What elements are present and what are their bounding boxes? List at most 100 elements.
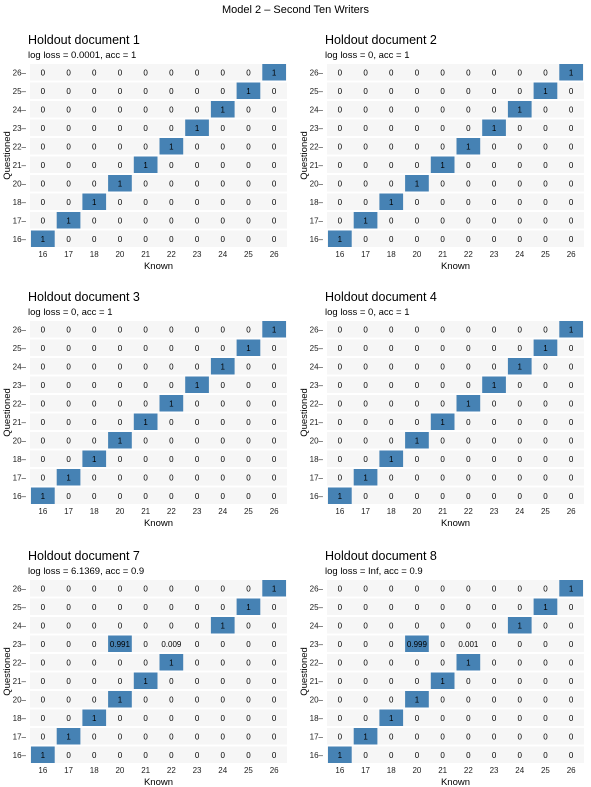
row-band — [30, 175, 287, 192]
heatmap-cell-value: 0 — [221, 584, 226, 593]
heatmap-cell-value: 0 — [272, 640, 277, 649]
heatmap-cell-value: 0 — [41, 399, 46, 408]
x-tick-label: 21 — [141, 507, 150, 516]
heatmap-cell-value: 0 — [169, 124, 174, 133]
heatmap-cell-value: 0 — [389, 399, 394, 408]
y-tick-label: 25– — [13, 603, 27, 612]
heatmap-cell-value: 0 — [440, 87, 445, 96]
x-tick-label: 23 — [193, 250, 202, 259]
heatmap-cell-fill — [533, 82, 558, 99]
heatmap-cell-value: 0 — [92, 105, 97, 114]
heatmap-cell-value: 0 — [440, 640, 445, 649]
heatmap-cell-value: 0 — [569, 198, 574, 207]
heatmap-cell-value: 0 — [195, 179, 200, 188]
heatmap-cell-value: 0 — [440, 473, 445, 482]
heatmap-cell-value: 0 — [195, 198, 200, 207]
heatmap-cell-value: 0 — [569, 399, 574, 408]
heatmap-cell-value: 1 — [543, 87, 548, 96]
heatmap-cell-fill — [31, 230, 55, 247]
y-tick-label: 20– — [310, 436, 324, 445]
heatmap-cell-value: 0 — [415, 492, 420, 501]
y-tick-label: 21– — [13, 418, 27, 427]
heatmap-cell-value: 0 — [440, 381, 445, 390]
heatmap-cell-value: 0 — [221, 436, 226, 445]
x-tick-label: 16 — [38, 766, 47, 775]
heatmap-cell-value: 0 — [195, 68, 200, 77]
heatmap-cell-fill — [108, 175, 132, 192]
heatmap-cell-value: 1 — [92, 714, 97, 723]
row-band — [327, 432, 584, 449]
heatmap-cell-value: 0 — [363, 640, 368, 649]
heatmap-cell-fill — [405, 691, 429, 708]
heatmap-cell-fill — [82, 709, 107, 726]
y-tick-label: 17– — [13, 473, 27, 482]
heatmap-cell-value: 0 — [118, 603, 123, 612]
y-tick-label: 17– — [310, 732, 324, 741]
heatmap-cell-fill — [559, 580, 583, 597]
heatmap-cell-value: 0 — [492, 640, 497, 649]
heatmap-cell-value: 0 — [363, 124, 368, 133]
heatmap-cell-value: 0 — [41, 216, 46, 225]
heatmap-cell-value: 0 — [543, 198, 548, 207]
heatmap-cell-value: 0 — [466, 677, 471, 686]
heatmap-cell-value: 0 — [272, 399, 277, 408]
heatmap-cell-value: 0 — [466, 418, 471, 427]
y-tick-label: 23– — [310, 124, 324, 133]
heatmap-cell-value: 0 — [169, 677, 174, 686]
heatmap-cell-value: 0 — [143, 436, 148, 445]
heatmap-cell-fill — [210, 358, 235, 375]
heatmap-cell-value: 0 — [118, 362, 123, 371]
y-tick-label: 23– — [13, 640, 27, 649]
heatmap-cell-fill — [210, 617, 235, 634]
heatmap-cell-value: 0 — [363, 198, 368, 207]
heatmap-cell-value: 1 — [246, 603, 251, 612]
heatmap-cell-value: 0 — [415, 621, 420, 630]
x-tick-label: 18 — [90, 250, 99, 259]
heatmap-cell-value: 0 — [221, 325, 226, 334]
heatmap-cell-value: 0 — [195, 105, 200, 114]
heatmap-cell-value: 0 — [272, 473, 277, 482]
heatmap-cell-value: 0 — [118, 87, 123, 96]
heatmap-cell-value: 0 — [92, 179, 97, 188]
heatmap-cell-value: 1 — [389, 714, 394, 723]
heatmap-cell-value: 0 — [492, 198, 497, 207]
heatmap-cell-value: 0 — [118, 732, 123, 741]
heatmap-cell-value: 0 — [143, 325, 148, 334]
heatmap-cell-value: 0 — [41, 325, 46, 334]
heatmap-cell-value: 1 — [363, 732, 368, 741]
heatmap-cell-value: 0 — [363, 325, 368, 334]
x-tick-label: 20 — [412, 250, 421, 259]
heatmap-cell-fill — [379, 709, 404, 726]
heatmap-cell-value: 0 — [492, 399, 497, 408]
heatmap-cell-value: 0 — [221, 455, 226, 464]
heatmap-cell-value: 0 — [543, 658, 548, 667]
heatmap-cell-value: 0 — [569, 87, 574, 96]
x-tick-label: 24 — [218, 766, 227, 775]
heatmap-cell-fill — [108, 635, 132, 652]
panel-title: Holdout document 4 — [325, 290, 437, 304]
heatmap-cell-value: 1 — [492, 124, 497, 133]
heatmap-cell-value: 0 — [440, 105, 445, 114]
heatmap-cell-value: 0 — [543, 179, 548, 188]
heatmap-cell-value: 0 — [41, 142, 46, 151]
heatmap-cell-value: 0 — [492, 418, 497, 427]
heatmap-cell-value: 0 — [169, 584, 174, 593]
heatmap-cell-value: 0 — [118, 455, 123, 464]
x-tick-label: 20 — [115, 507, 124, 516]
heatmap-cell-value: 0 — [195, 695, 200, 704]
x-tick-label: 21 — [438, 507, 447, 516]
heatmap-cell-value: 0 — [415, 677, 420, 686]
heatmap-cell-value: 0 — [92, 473, 97, 482]
heatmap-cell-value: 0 — [338, 68, 343, 77]
heatmap-cell-value: 0 — [518, 695, 523, 704]
heatmap-cell-value: 0 — [363, 492, 368, 501]
x-tick-label: 16 — [335, 250, 344, 259]
heatmap-cell-value: 0 — [543, 216, 548, 225]
heatmap-cell-value: 0 — [389, 621, 394, 630]
heatmap-cell-value: 0 — [569, 344, 574, 353]
heatmap-cell-value: 0 — [66, 142, 71, 151]
y-tick-label: 23– — [13, 381, 27, 390]
x-tick-label: 22 — [464, 766, 473, 775]
heatmap-cell-value: 0 — [543, 714, 548, 723]
heatmap-cell-value: 0 — [543, 473, 548, 482]
